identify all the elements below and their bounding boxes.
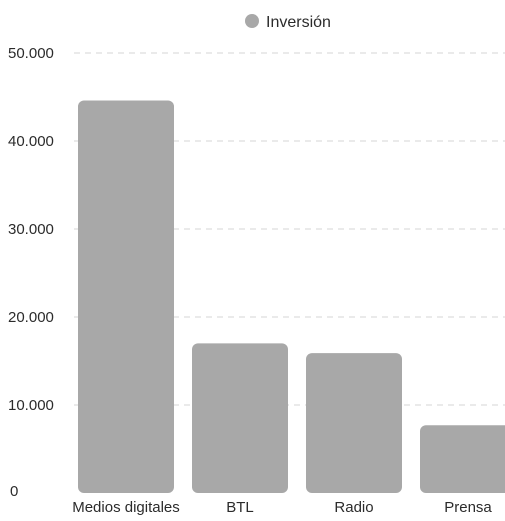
bars [78,100,505,494]
y-axis-tick-labels: 0 10.000 20.000 30.000 40.000 50.000 [8,45,54,500]
x-category-label: Prensa [444,499,492,516]
y-tick-label: 40.000 [8,133,54,150]
x-category-label: BTL [226,499,254,516]
legend-label-inversion: Inversión [266,14,331,31]
bar-medios-digitales[interactable] [78,100,174,494]
x-category-label: Medios digitales [72,499,180,516]
y-tick-label: 50.000 [8,45,54,62]
y-tick-label: 10.000 [8,397,54,414]
x-category-label: Radio [334,499,373,516]
legend[interactable]: Inversión [245,14,331,31]
y-tick-label: 0 [10,483,18,500]
y-tick-label: 30.000 [8,221,54,238]
bar-prensa[interactable] [420,425,505,493]
bar-btl[interactable] [192,343,288,493]
bar-radio[interactable] [306,353,402,493]
legend-marker-inversion [245,14,259,28]
y-tick-label: 20.000 [8,309,54,326]
x-axis-category-labels: Medios digitales BTL Radio Prensa [72,499,492,516]
